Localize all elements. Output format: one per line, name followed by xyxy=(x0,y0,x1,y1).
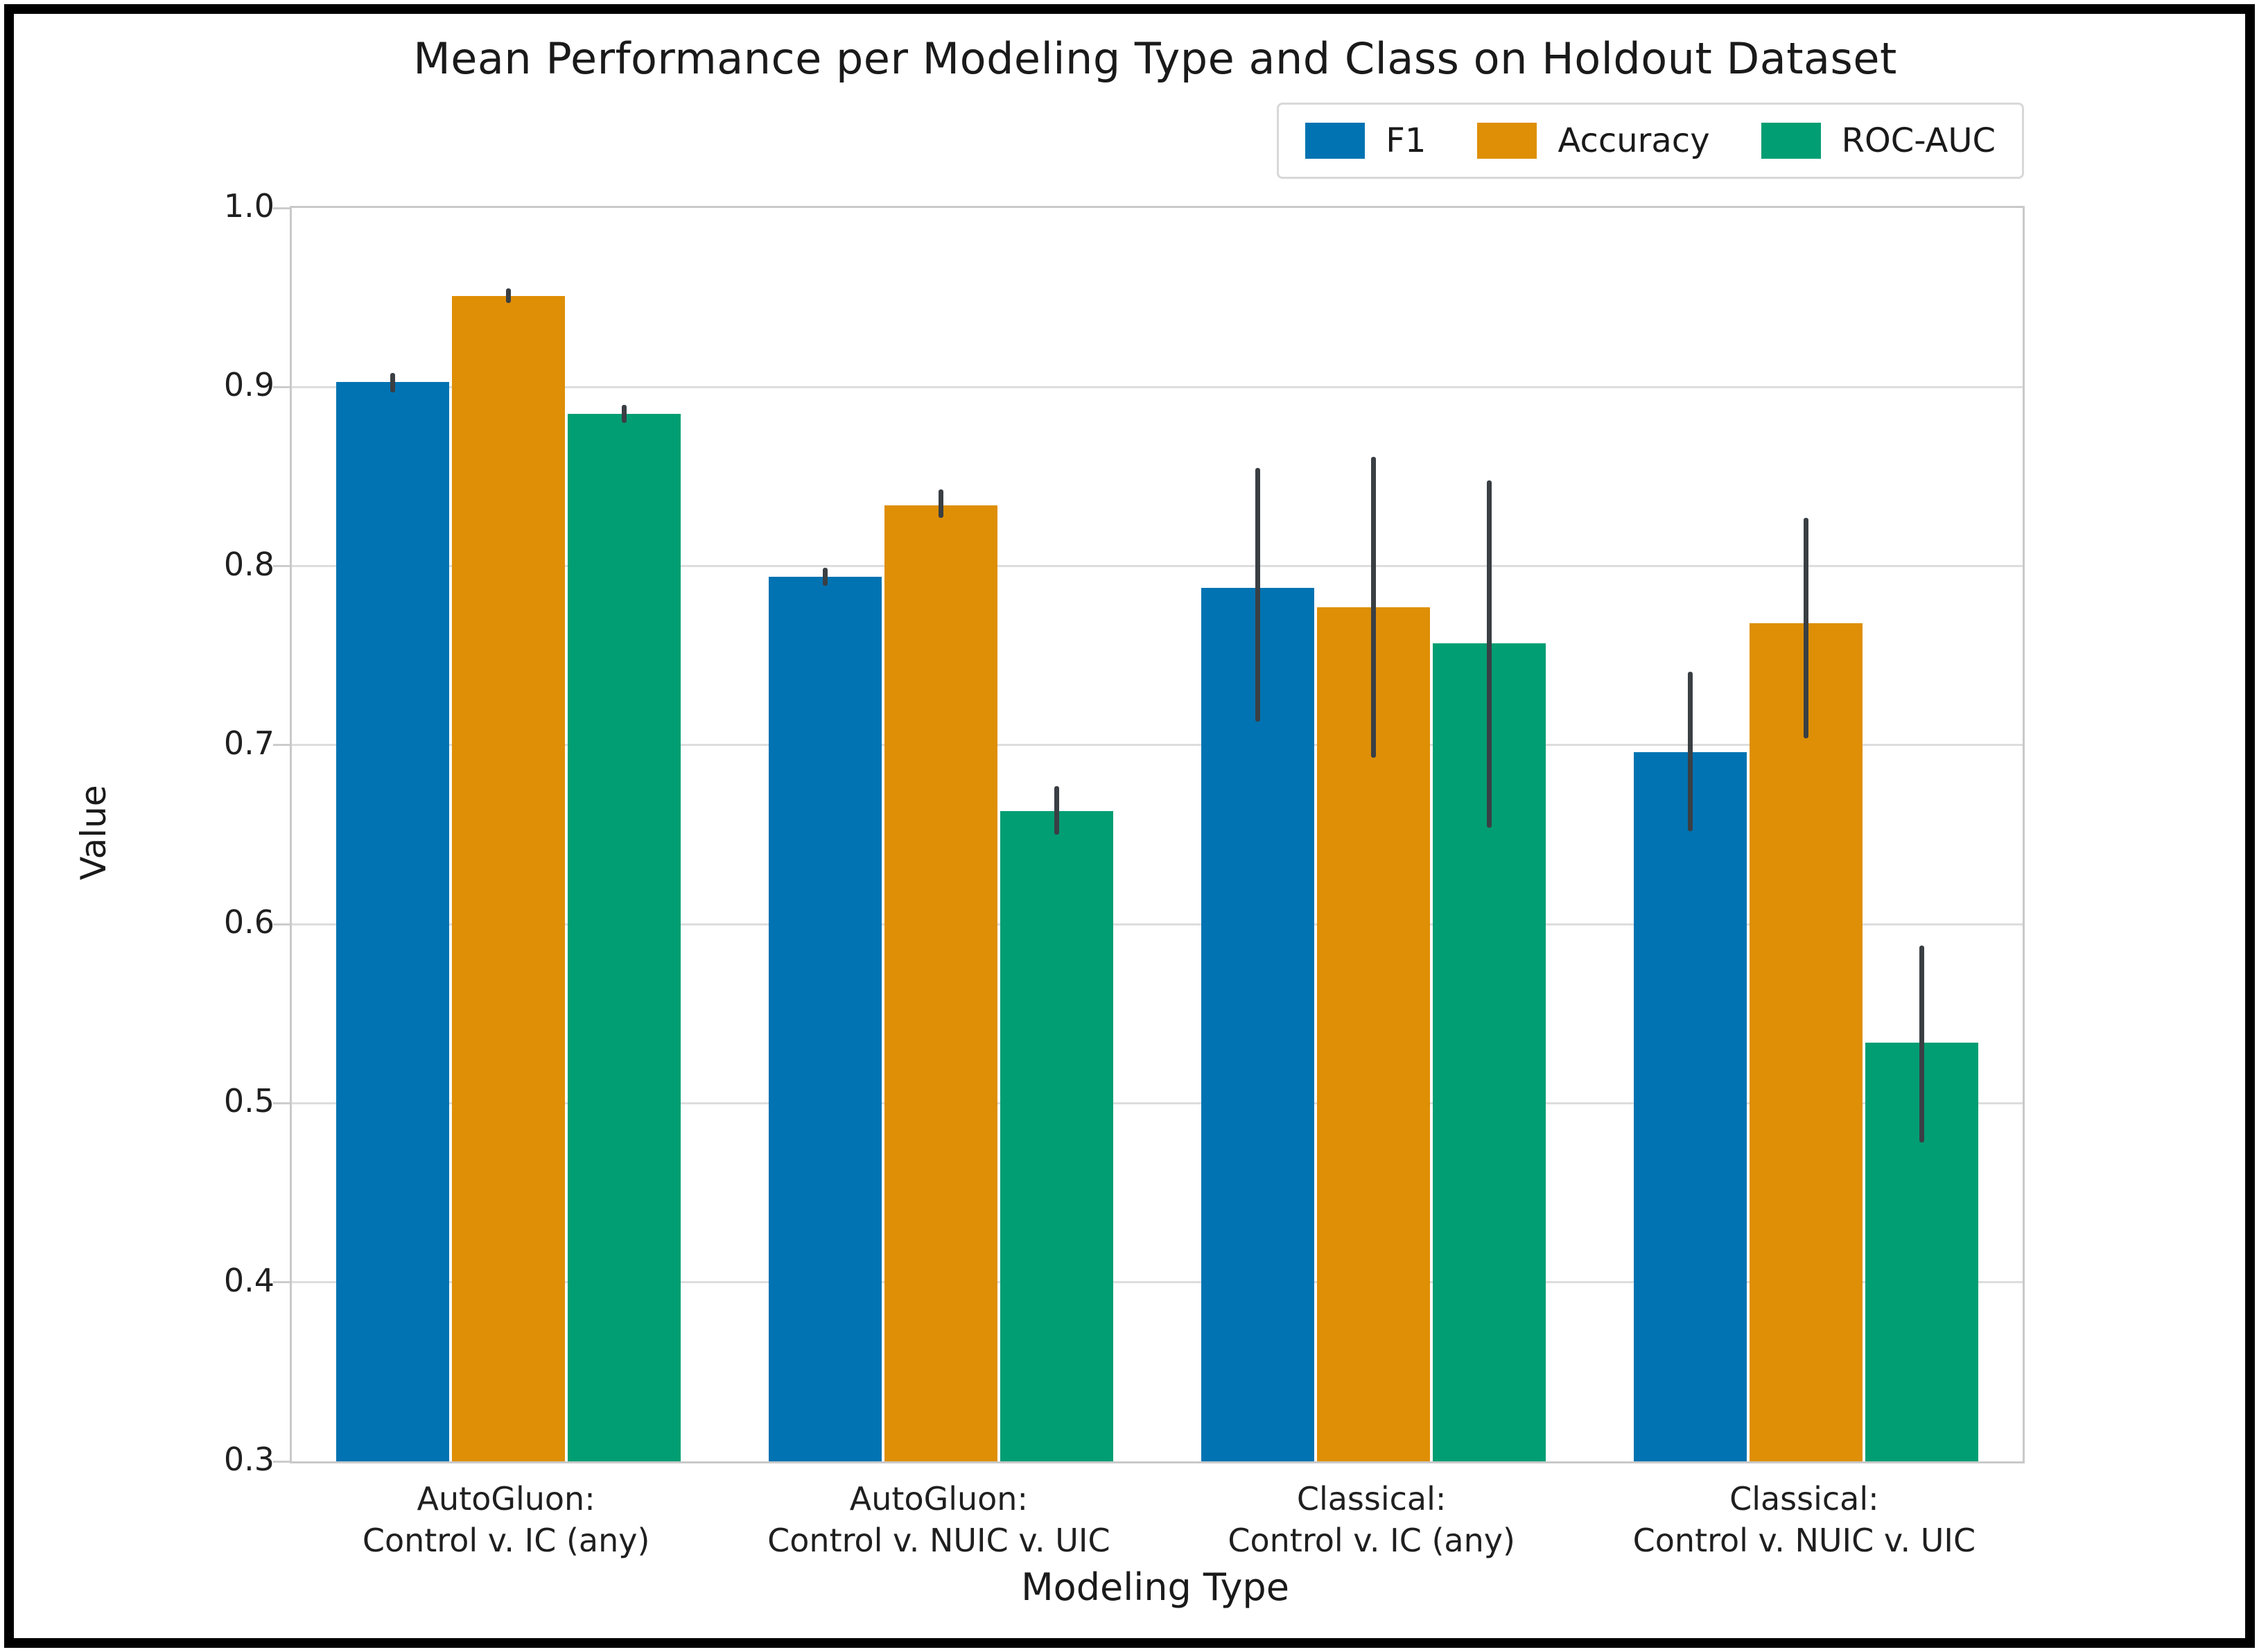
x-tick-label-line: AutoGluon: xyxy=(849,1480,1028,1518)
y-tick-mark xyxy=(273,1281,290,1284)
error-bar xyxy=(1804,517,1809,738)
plot-area xyxy=(273,206,2025,1463)
bar-f1 xyxy=(1634,752,1747,1461)
bar-f1 xyxy=(1201,587,1315,1461)
error-bar xyxy=(1688,671,1693,831)
y-tick-mark xyxy=(273,923,290,925)
bar-accuracy xyxy=(884,505,997,1461)
x-tick-label-line: AutoGluon: xyxy=(417,1480,595,1518)
bar-f1 xyxy=(768,577,882,1461)
bar-roc-auc xyxy=(1000,811,1113,1461)
bar-f1 xyxy=(335,381,449,1461)
gridline xyxy=(292,385,2023,388)
error-bar xyxy=(1255,467,1261,722)
y-tick-mark xyxy=(273,1102,290,1104)
x-tick-label-line: Control v. NUIC v. UIC xyxy=(1632,1522,1976,1559)
error-bar xyxy=(1487,480,1492,828)
x-tick-label: AutoGluon: Control v. IC (any) xyxy=(243,1478,769,1561)
y-tick-label: 0.7 xyxy=(223,724,274,762)
gridline xyxy=(292,1102,2023,1104)
error-bar xyxy=(822,568,828,586)
error-bar xyxy=(1371,457,1377,758)
gridline xyxy=(292,744,2023,747)
x-axis-label: Modeling Type xyxy=(1021,1565,1289,1609)
bar-roc-auc xyxy=(567,414,681,1461)
error-bar xyxy=(390,372,395,393)
legend-item: Accuracy xyxy=(1477,121,1710,160)
y-tick-label: 0.5 xyxy=(223,1082,274,1120)
x-tick-label-line: Classical: xyxy=(1729,1480,1879,1518)
gridline xyxy=(292,1281,2023,1284)
x-tick-label-line: Control v. IC (any) xyxy=(362,1522,650,1559)
y-tick-mark xyxy=(273,385,290,388)
x-tick-label-line: Control v. IC (any) xyxy=(1228,1522,1515,1559)
error-bar xyxy=(505,288,511,303)
x-tick-label-line: Control v. NUIC v. UIC xyxy=(767,1522,1110,1559)
figure-canvas: Mean Performance per Modeling Type and C… xyxy=(14,14,2245,1638)
legend-label: ROC-AUC xyxy=(1841,121,1996,160)
gridline xyxy=(292,923,2023,925)
y-tick-mark xyxy=(273,744,290,747)
legend: F1 Accuracy ROC-AUC xyxy=(1277,103,2024,179)
x-tick-label: AutoGluon: Control v. NUIC v. UIC xyxy=(675,1478,1202,1561)
legend-swatch-icon xyxy=(1761,123,1821,159)
legend-item: ROC-AUC xyxy=(1761,121,1996,160)
legend-label: F1 xyxy=(1386,121,1427,160)
error-bar xyxy=(1054,786,1059,835)
y-tick-mark xyxy=(273,207,290,209)
y-tick-label: 0.4 xyxy=(223,1261,274,1299)
error-bar xyxy=(938,489,943,518)
x-tick-label: Classical: Control v. NUIC v. UIC xyxy=(1541,1478,2068,1561)
legend-swatch-icon xyxy=(1305,123,1366,159)
y-tick-label: 1.0 xyxy=(223,187,274,225)
legend-swatch-icon xyxy=(1477,123,1537,159)
error-bar xyxy=(1919,946,1925,1143)
chart-title: Mean Performance per Modeling Type and C… xyxy=(413,33,1897,84)
x-tick-label-line: Classical: xyxy=(1296,1480,1447,1518)
y-tick-label: 0.8 xyxy=(223,545,274,583)
y-tick-label: 0.6 xyxy=(223,903,274,941)
x-tick-label: Classical: Control v. IC (any) xyxy=(1108,1478,1635,1561)
bar-accuracy xyxy=(1750,623,1863,1461)
error-bar xyxy=(621,405,627,423)
figure-frame: Mean Performance per Modeling Type and C… xyxy=(4,4,2255,1648)
y-tick-mark xyxy=(273,1460,290,1463)
legend-label: Accuracy xyxy=(1558,121,1710,160)
y-tick-label: 0.9 xyxy=(223,366,274,404)
y-tick-mark xyxy=(273,565,290,568)
legend-item: F1 xyxy=(1305,121,1426,160)
y-tick-label: 0.3 xyxy=(223,1441,274,1478)
bar-accuracy xyxy=(451,295,565,1461)
y-axis-label: Value xyxy=(73,785,114,880)
gridline xyxy=(292,565,2023,568)
